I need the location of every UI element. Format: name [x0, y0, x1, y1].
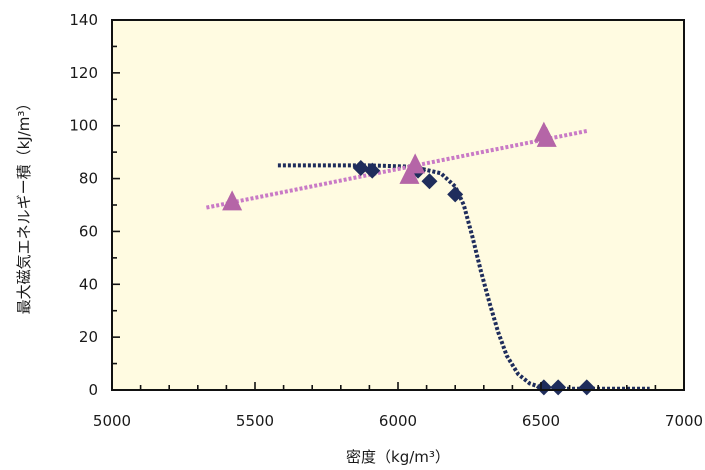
y-tick-label: 20 [79, 328, 98, 346]
triangle-point [222, 190, 243, 211]
x-tick-label: 5500 [236, 412, 274, 430]
diamond-point [578, 379, 595, 396]
diamond-point [352, 160, 369, 176]
axis-ticks [111, 19, 685, 391]
y-tick-label: 40 [79, 275, 98, 293]
x-tick-label: 6500 [522, 412, 560, 430]
diamond-point [550, 379, 567, 396]
triangle-point [536, 126, 557, 147]
diamond-point [447, 186, 464, 203]
y-tick-label: 80 [79, 170, 98, 188]
x-tick-label: 6000 [379, 412, 417, 430]
triangle-point [405, 153, 426, 174]
y-tick-label: 120 [69, 64, 98, 82]
diamond-point [364, 162, 381, 179]
x-tick-label: 7000 [665, 412, 703, 430]
y-tick-label: 100 [69, 117, 98, 135]
data-markers [222, 121, 595, 396]
triangle-point [399, 163, 420, 184]
y-tick-label: 60 [79, 222, 98, 240]
diamond-point [421, 173, 438, 190]
y-axis-title: 最大磁気エネルギー積（kJ/m³） [15, 96, 33, 315]
x-tick-label: 5000 [93, 412, 131, 430]
x-tick-labels: 5000 5500 6000 6500 7000 [93, 412, 703, 430]
y-tick-labels: 0 20 40 60 80 100 120 140 [69, 11, 98, 399]
x-axis-title: 密度（kg/m³） [346, 448, 450, 466]
y-tick-label: 140 [69, 11, 98, 29]
plot-area [112, 20, 684, 390]
diamond-point [535, 379, 552, 396]
y-tick-label: 0 [88, 381, 98, 399]
